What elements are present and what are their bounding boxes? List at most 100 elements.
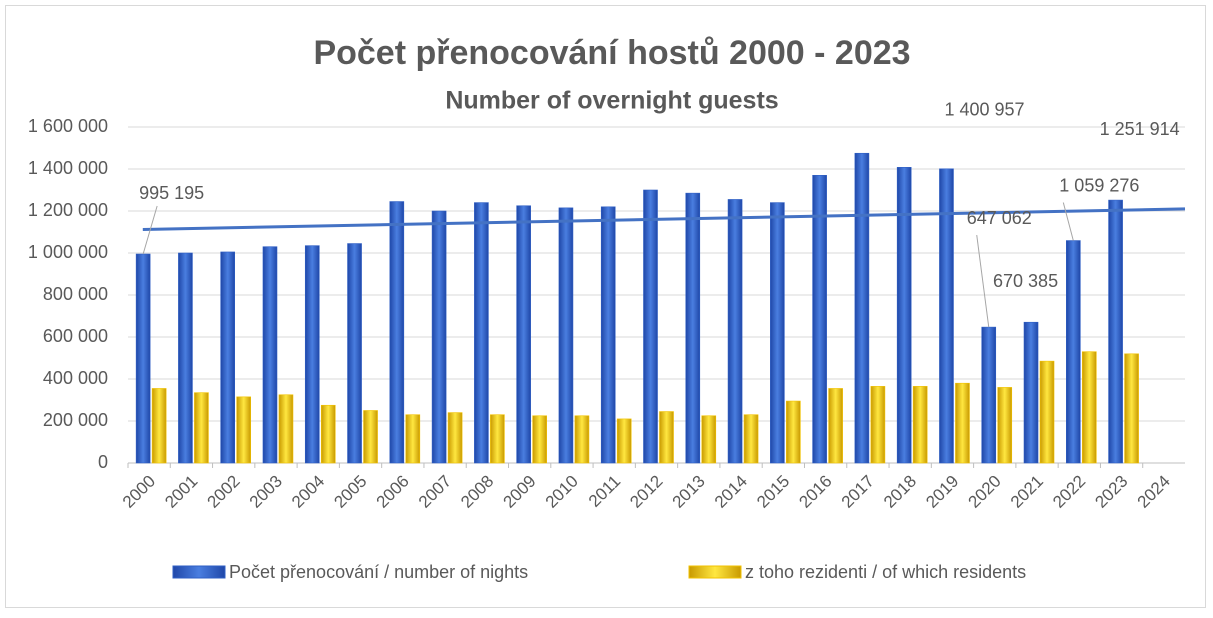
x-tick-label: 2022 — [1049, 472, 1089, 512]
y-tick-label: 1 600 000 — [28, 116, 108, 136]
bar — [405, 414, 421, 464]
x-tick-label: 2019 — [922, 472, 962, 512]
bar — [1023, 321, 1039, 464]
bar — [490, 414, 505, 464]
bar — [389, 201, 405, 464]
bar — [939, 168, 954, 464]
bar — [532, 415, 547, 464]
x-tick-label: 2014 — [711, 472, 751, 512]
bar — [135, 253, 151, 464]
y-tick-label: 800 000 — [43, 284, 108, 304]
x-tick-label: 2018 — [880, 472, 920, 512]
legend-label: Počet přenocování / number of nights — [229, 562, 528, 582]
x-tick-label: 2003 — [246, 472, 286, 512]
bar — [896, 167, 912, 464]
x-tick-label: 2010 — [542, 472, 582, 512]
bar — [997, 387, 1013, 464]
bar — [600, 206, 616, 464]
y-tick-label: 0 — [98, 452, 108, 472]
x-tick-label: 2021 — [1007, 472, 1047, 512]
bar — [659, 411, 674, 464]
leader-line — [1062, 202, 1074, 241]
bar — [320, 404, 336, 464]
data-label: 1 251 914 — [1100, 119, 1180, 139]
bar — [685, 192, 701, 464]
chart-title: Počet přenocování hostů 2000 - 2023 — [313, 34, 910, 72]
data-label: 1 059 276 — [1059, 175, 1139, 195]
bar — [1066, 240, 1081, 464]
bar — [194, 392, 209, 464]
bar — [304, 245, 320, 464]
bar — [516, 205, 531, 464]
bar — [955, 382, 970, 464]
y-tick-label: 200 000 — [43, 410, 108, 430]
x-tick-label: 2013 — [669, 472, 709, 512]
x-tick-label: 2023 — [1091, 472, 1131, 512]
bar — [558, 207, 574, 464]
x-tick-label: 2004 — [288, 472, 328, 512]
x-tick-label: 2015 — [753, 472, 793, 512]
bar — [1039, 360, 1055, 464]
bar — [643, 189, 658, 464]
y-tick-label: 600 000 — [43, 326, 108, 346]
data-label: 995 195 — [139, 183, 204, 203]
y-tick-label: 400 000 — [43, 368, 108, 388]
bar — [981, 326, 997, 464]
trendline — [142, 207, 1186, 231]
bar — [236, 396, 251, 464]
x-tick-label: 2000 — [119, 472, 159, 512]
x-tick-label: 2012 — [626, 472, 666, 512]
chart-border — [5, 5, 1206, 608]
leader-line — [142, 205, 158, 255]
data-label: 670 385 — [993, 271, 1058, 291]
chart-subtitle: Number of overnight guests — [445, 87, 778, 115]
x-tick-label: 2001 — [161, 472, 201, 512]
y-tick-label: 1 200 000 — [28, 200, 108, 220]
bar — [151, 388, 167, 464]
bar — [178, 252, 193, 464]
x-tick-label: 2020 — [965, 472, 1005, 512]
bar — [220, 251, 235, 464]
leader-line — [976, 235, 990, 328]
y-tick-label: 1 400 000 — [28, 158, 108, 178]
bar — [431, 210, 447, 464]
bar — [363, 410, 378, 464]
x-tick-label: 2008 — [457, 472, 497, 512]
bar — [854, 152, 870, 464]
legend-swatch — [688, 565, 742, 579]
bar — [870, 386, 886, 464]
bar — [1124, 353, 1139, 464]
bar — [743, 414, 759, 464]
x-tick-label: 2005 — [330, 472, 370, 512]
x-tick-label: 2011 — [585, 472, 624, 511]
bar — [474, 202, 489, 464]
bar — [812, 175, 827, 464]
x-tick-label: 2016 — [795, 472, 835, 512]
bar — [616, 418, 632, 464]
bar — [786, 400, 801, 464]
bar — [278, 394, 294, 464]
x-tick-label: 2017 — [838, 472, 878, 512]
x-tick-label: 2002 — [204, 472, 244, 512]
data-label: 1 400 957 — [944, 100, 1024, 120]
bar — [347, 243, 362, 464]
x-tick-label: 2007 — [415, 472, 455, 512]
bar — [770, 202, 785, 464]
data-label: 647 062 — [967, 208, 1032, 228]
legend-swatch — [172, 565, 226, 579]
bar — [447, 412, 463, 464]
bar — [1082, 351, 1097, 464]
y-tick-label: 1 000 000 — [28, 242, 108, 262]
bar — [1108, 199, 1123, 464]
x-tick-label: 2009 — [499, 472, 539, 512]
bar — [574, 415, 590, 464]
bar — [701, 415, 717, 464]
x-tick-label: 2024 — [1134, 472, 1174, 512]
bar — [912, 386, 928, 464]
legend-label: z toho rezidenti / of which residents — [745, 562, 1026, 582]
bar — [727, 199, 743, 464]
bar — [262, 246, 278, 464]
bar — [828, 388, 843, 464]
x-tick-label: 2006 — [373, 472, 413, 512]
